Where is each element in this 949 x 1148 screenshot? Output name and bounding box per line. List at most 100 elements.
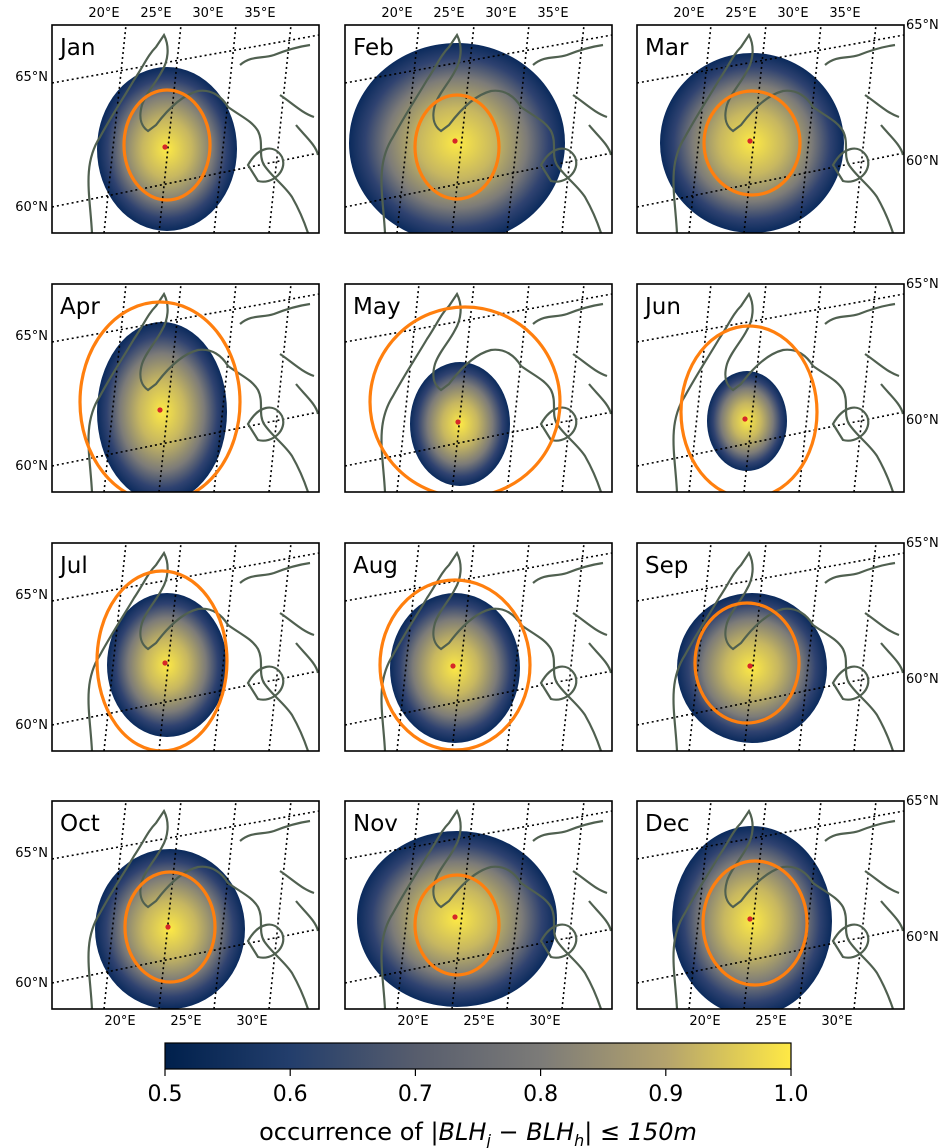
- parallel-line-65n: [52, 34, 319, 84]
- occurrence-field: [107, 593, 227, 737]
- coastline: [380, 550, 603, 751]
- map-panel-aug: Aug: [344, 542, 639, 752]
- lon-tick-label: 25°E: [433, 6, 464, 21]
- center-point: [162, 660, 168, 666]
- map-panel-feb: Feb 20°E 25°E 30°E 35°E: [344, 6, 613, 234]
- contour-line: [78, 300, 242, 492]
- panel-frame: [344, 24, 613, 234]
- meridian-line: [617, 543, 639, 751]
- lon-tick-label: 20°E: [88, 6, 119, 21]
- coastline-east: [824, 819, 904, 932]
- month-label: Apr: [60, 294, 100, 320]
- contour-line: [368, 305, 562, 492]
- colorbar-tick-label: 0.7: [398, 1082, 433, 1107]
- parallel-line-65n: [637, 293, 904, 343]
- coastline-east: [532, 561, 612, 674]
- coastline-east: [532, 302, 612, 415]
- panel-frame: [636, 800, 905, 1010]
- lat-tick-label: 60°N: [15, 459, 48, 474]
- lat-tick-label: 60°N: [15, 200, 48, 215]
- parallel-line-65n: [52, 293, 319, 343]
- colorbar-tick-label: 0.6: [273, 1082, 308, 1107]
- lon-tick-label: 25°E: [463, 1014, 494, 1029]
- contour-line: [413, 93, 501, 201]
- month-label: Jan: [58, 35, 95, 61]
- colorbar-tick-label: 0.8: [523, 1082, 558, 1107]
- lat-tick-label: 65°N: [906, 18, 939, 33]
- coastline: [672, 291, 895, 492]
- meridian-line: [909, 543, 931, 751]
- lon-tick-label: 20°E: [673, 6, 704, 21]
- lon-tick-label: 20°E: [689, 1014, 720, 1029]
- lat-tick-label: 60°N: [906, 413, 939, 428]
- occurrence-field: [349, 43, 565, 233]
- panel-frame: [51, 283, 320, 493]
- parallel-line-60n: [637, 152, 904, 208]
- lon-tick-label: 20°E: [381, 6, 412, 21]
- lon-tick-label: 30°E: [236, 1014, 267, 1029]
- coastline-east: [239, 302, 319, 415]
- parallel-line-65n: [637, 810, 904, 860]
- center-point: [452, 138, 458, 144]
- colorbar-tick-label: 1.0: [774, 1082, 809, 1107]
- lake-ladoga: [246, 923, 285, 959]
- month-label: Jun: [643, 294, 681, 320]
- contour-line: [701, 859, 809, 987]
- parallel-line-65n: [345, 810, 612, 860]
- meridian-line: [617, 801, 639, 1009]
- center-point: [452, 914, 458, 920]
- lat-tick-label: 60°N: [906, 672, 939, 687]
- lake-ladoga: [539, 406, 578, 442]
- map-panel-jul: Jul 65°N 60°N: [15, 542, 320, 752]
- coastline: [87, 32, 310, 233]
- parallel-line-65n: [52, 810, 319, 860]
- center-point: [450, 663, 456, 669]
- month-label: Sep: [645, 553, 688, 579]
- lake-ladoga: [246, 147, 285, 183]
- panel-frame: [344, 283, 613, 493]
- panel-frame: [51, 24, 320, 234]
- center-point: [165, 924, 171, 930]
- lat-tick-label: 65°N: [15, 588, 48, 603]
- map-panel-jan: Jan 20°E 25°E 30°E 35°E 65°N 60°N: [15, 6, 320, 234]
- map-panel-may: May: [344, 283, 613, 493]
- lake-ladoga: [246, 665, 285, 701]
- center-point: [742, 416, 748, 422]
- lon-tick-label: 30°E: [777, 6, 808, 21]
- parallel-line-60n: [637, 928, 904, 984]
- colorbar-tick-label: 0.9: [648, 1082, 683, 1107]
- lake-ladoga: [831, 665, 870, 701]
- lon-tick-label: 35°E: [829, 6, 860, 21]
- coastline: [672, 808, 895, 1009]
- lon-tick-label: 30°E: [821, 1014, 852, 1029]
- lon-tick-label: 35°E: [244, 6, 275, 21]
- lat-tick-label: 65°N: [15, 70, 48, 85]
- lat-tick-label: 65°N: [906, 536, 939, 551]
- occurrence-field: [357, 831, 557, 1007]
- lat-tick-label: 65°N: [15, 846, 48, 861]
- lake-ladoga: [246, 406, 285, 442]
- contour-line: [679, 324, 819, 492]
- lat-tick-label: 65°N: [906, 794, 939, 809]
- lat-tick-label: 60°N: [15, 718, 48, 733]
- coastline: [87, 808, 310, 1009]
- lat-tick-label: 60°N: [906, 154, 939, 169]
- parallel-line-60n: [52, 411, 319, 467]
- center-point: [747, 138, 753, 144]
- occurrence-field: [97, 67, 237, 231]
- meridian-line: [324, 801, 346, 1009]
- map-panel-apr: Apr 65°N 60°N: [15, 283, 320, 493]
- meridian-line: [909, 25, 931, 233]
- map-panel-oct: Oct 20°E 25°E 30°E 65°N 60°N: [15, 800, 346, 1029]
- parallel-line-60n: [52, 928, 319, 984]
- parallel-line-60n: [345, 152, 612, 208]
- contour-line: [95, 569, 229, 751]
- month-label: Nov: [353, 811, 398, 837]
- parallel-line-65n: [637, 34, 904, 84]
- colorbar-label: occurrence of |BLHj − BLHh| ≤ 150m: [259, 1118, 697, 1148]
- coastline: [87, 550, 310, 751]
- parallel-line-60n: [345, 928, 612, 984]
- lake-ladoga: [539, 665, 578, 701]
- month-label: Mar: [645, 35, 689, 61]
- lon-tick-label: 25°E: [725, 6, 756, 21]
